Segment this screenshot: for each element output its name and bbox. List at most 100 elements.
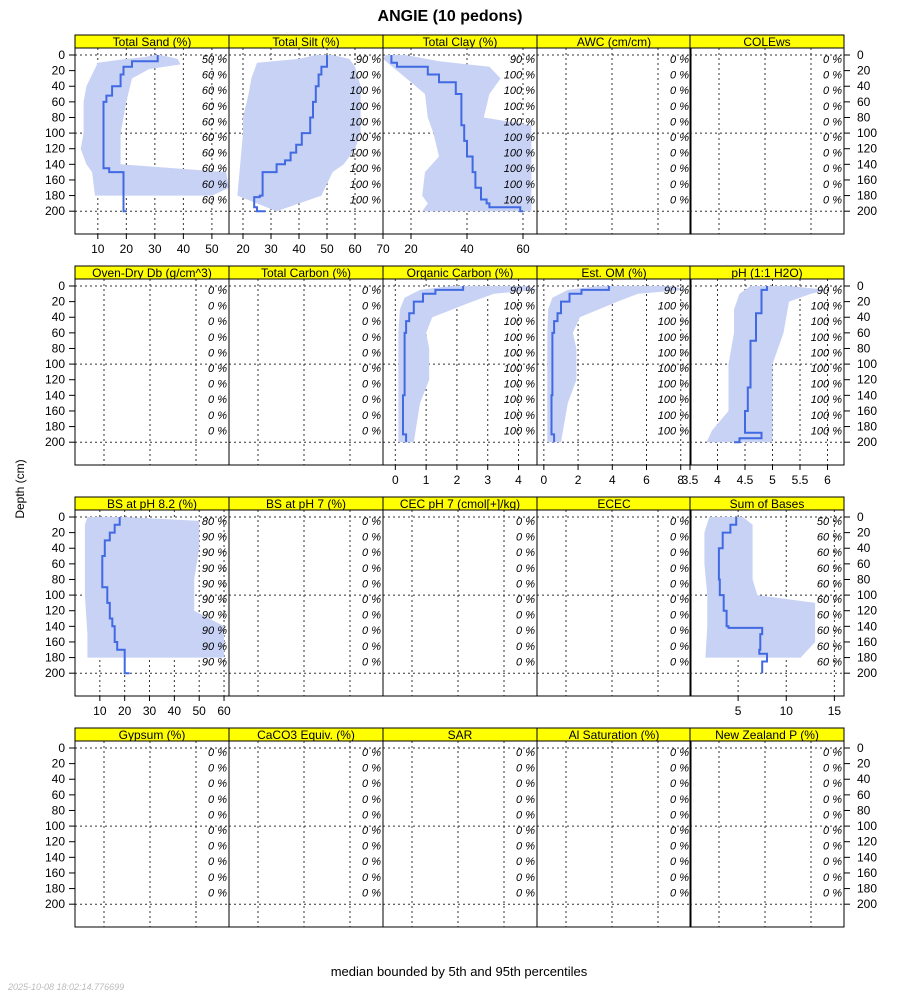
percentile-band [84, 517, 225, 658]
x-tick-label: 1 [423, 473, 430, 487]
panel-frame [536, 509, 692, 697]
pct-label: 90 % [356, 54, 381, 66]
depth-tick-label-left: 20 [52, 526, 66, 540]
panel-frame [382, 740, 538, 928]
pct-label: 90 % [202, 547, 227, 559]
pct-label: 0 % [208, 856, 227, 868]
pct-label: 0 % [516, 516, 535, 528]
pct-label: 90 % [202, 594, 227, 606]
panel-al-saturation: Al Saturation (%) 0 % 0 % 0 % 0 % 0 % 0 % 0 % 0 … [536, 727, 692, 928]
depth-tick-label-left: 200 [45, 435, 65, 449]
x-tick-label: 40 [168, 704, 182, 718]
depth-tick-label-left: 120 [45, 835, 65, 849]
depth-tick-label-right: 20 [857, 64, 871, 78]
pct-label: 0 % [362, 763, 381, 775]
pct-label: 60 % [817, 641, 842, 653]
grid-lines [75, 741, 229, 927]
pct-label: 100 % [504, 85, 535, 97]
depth-tick-label-right: 20 [857, 757, 871, 771]
pct-label: 60 % [202, 70, 227, 82]
depth-tick-label-right: 200 [857, 204, 877, 218]
depth-tick-label-right: 40 [857, 772, 871, 786]
depth-tick-label-right: 20 [857, 526, 871, 540]
pct-label: 100 % [504, 101, 535, 113]
depth-tick-label-left: 80 [52, 803, 66, 817]
pct-label: 0 % [823, 116, 842, 128]
panel-frame [689, 740, 845, 928]
depth-tick-label-right: 100 [857, 357, 877, 371]
pct-label: 100 % [658, 410, 689, 422]
depth-tick-label-left: 0 [58, 279, 65, 293]
pct-label: 100 % [811, 394, 842, 406]
pct-label: 0 % [362, 809, 381, 821]
depth-tick-label-left: 180 [45, 651, 65, 665]
pct-label: 0 % [362, 594, 381, 606]
grid-lines [229, 741, 383, 927]
pct-label: 60 % [817, 656, 842, 668]
pct-label: 100 % [811, 316, 842, 328]
depth-tick-label-left: 180 [45, 420, 65, 434]
pct-label: 0 % [208, 394, 227, 406]
pct-label: 0 % [670, 116, 689, 128]
pct-label: 100 % [504, 148, 535, 160]
pct-label: 0 % [208, 410, 227, 422]
pct-label: 0 % [670, 887, 689, 899]
strip-label: Est. OM (%) [581, 266, 646, 280]
pct-label: 0 % [670, 85, 689, 97]
pct-label: 80 % [202, 516, 227, 528]
pct-label: 0 % [362, 547, 381, 559]
pct-label: 0 % [362, 794, 381, 806]
x-tick-label: 30 [264, 242, 278, 256]
x-tick-label: 4.5 [737, 473, 754, 487]
pct-label: 0 % [670, 856, 689, 868]
pct-label: 0 % [670, 163, 689, 175]
depth-tick-label-right: 120 [857, 604, 877, 618]
pct-label: 60 % [202, 148, 227, 160]
x-tick-label: 5 [735, 704, 742, 718]
depth-tick-label-right: 140 [857, 850, 877, 864]
depth-tick-label-right: 200 [857, 666, 877, 680]
median-line [101, 517, 130, 675]
pct-label: 50 % [202, 54, 227, 66]
x-axis-label: median bounded by 5th and 95th percentil… [331, 964, 588, 979]
pct-label: 100 % [504, 332, 535, 344]
depth-tick-label-right: 40 [857, 310, 871, 324]
pct-label: 0 % [362, 610, 381, 622]
depth-tick-label-right: 0 [857, 510, 864, 524]
pct-label: 0 % [823, 163, 842, 175]
grid-lines [537, 741, 691, 927]
pct-label: 100 % [504, 132, 535, 144]
pct-label: 100 % [504, 425, 535, 437]
pct-label: 60 % [817, 594, 842, 606]
percentile-band [398, 286, 537, 443]
pct-label: 0 % [516, 594, 535, 606]
x-tick-label: 10 [780, 704, 794, 718]
panel-total-silt: Total Silt (%) 90 % 100 % 100 % 100 % 100 % 10… [228, 34, 390, 256]
median-line [402, 286, 465, 443]
x-tick-label: 2 [454, 473, 461, 487]
pct-label: 0 % [208, 285, 227, 297]
panel-ph-1-1-h2o: pH (1:1 H2O) 90 % 100 % 100 % 100 % 100 % 100 … [682, 265, 845, 487]
pct-label: 0 % [362, 563, 381, 575]
pct-label: 0 % [208, 887, 227, 899]
pct-label: 0 % [823, 179, 842, 191]
pct-label: 0 % [516, 778, 535, 790]
x-tick-label: 50 [193, 704, 207, 718]
pct-label: 0 % [208, 809, 227, 821]
depth-tick-label-left: 60 [52, 95, 66, 109]
strip-label: AWC (cm/cm) [577, 35, 651, 49]
depth-tick-label-left: 120 [45, 142, 65, 156]
pct-label: 0 % [670, 841, 689, 853]
strip-label: CEC pH 7 (cmol[+]/kg) [400, 497, 520, 511]
pct-label: 0 % [670, 656, 689, 668]
depth-tick-label-right: 0 [857, 48, 864, 62]
pct-label: 90 % [202, 656, 227, 668]
strip-label: Total Clay (%) [423, 35, 498, 49]
percentile-band [237, 55, 361, 212]
depth-tick-label-left: 120 [45, 604, 65, 618]
percentile-band [704, 517, 816, 658]
pct-label: 0 % [823, 194, 842, 206]
x-tick-label: 5 [769, 473, 776, 487]
pct-label: 60 % [817, 532, 842, 544]
pct-label: 0 % [516, 547, 535, 559]
